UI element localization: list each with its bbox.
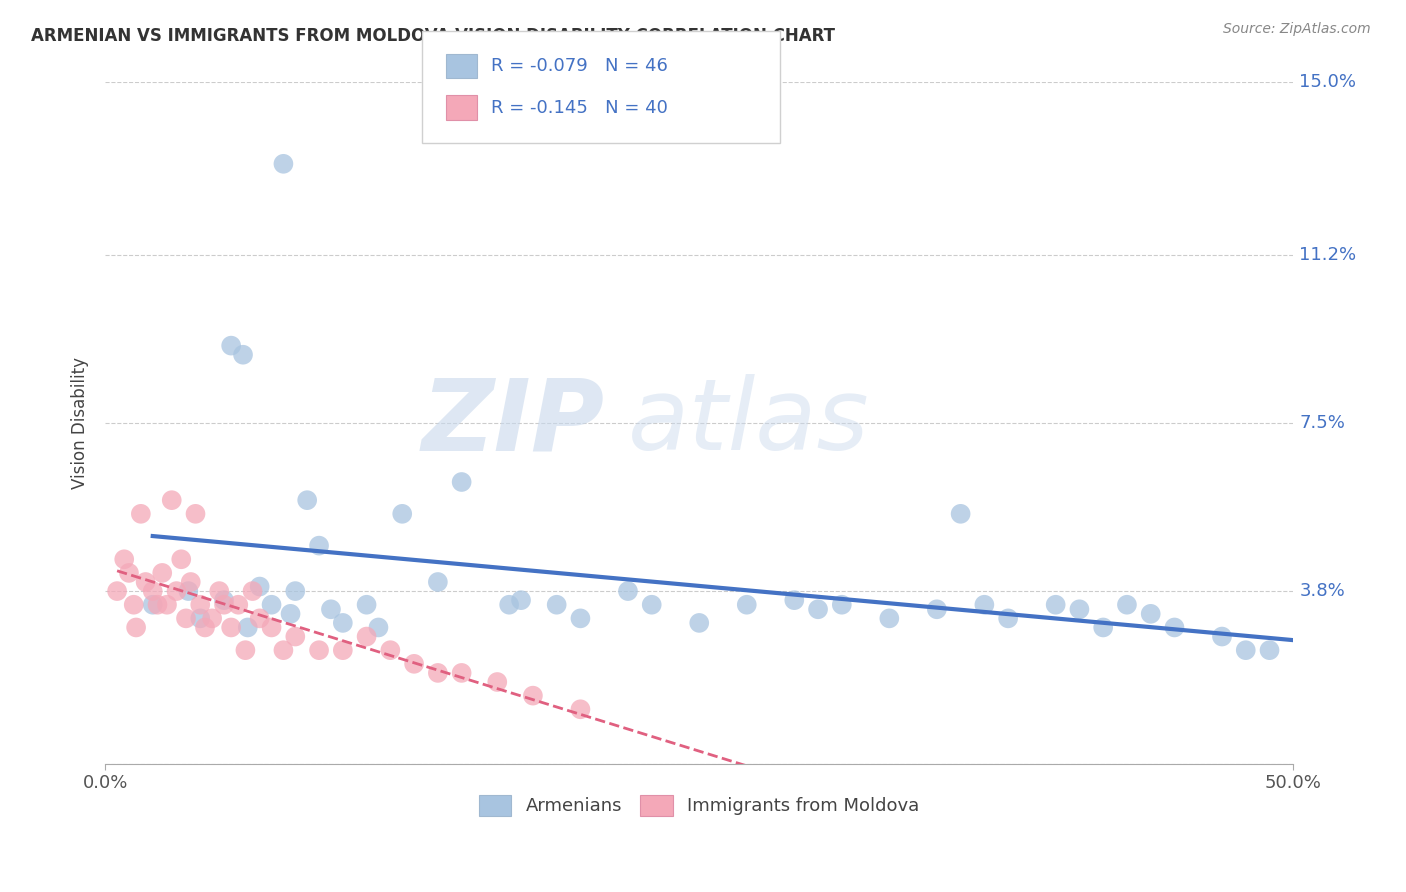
Point	[332, 643, 354, 657]
Point	[232, 348, 254, 362]
Point	[249, 611, 271, 625]
Point	[150, 566, 173, 580]
Point	[1116, 598, 1139, 612]
Text: 7.5%: 7.5%	[1299, 414, 1346, 432]
Point	[235, 643, 257, 657]
Point	[201, 611, 224, 625]
Y-axis label: Vision Disability: Vision Disability	[72, 357, 89, 489]
Point	[1211, 630, 1233, 644]
Point	[135, 574, 157, 589]
Point	[486, 675, 509, 690]
Point	[142, 598, 165, 612]
Point	[879, 611, 901, 625]
Point	[925, 602, 948, 616]
Point	[249, 580, 271, 594]
Point	[617, 584, 640, 599]
Text: atlas: atlas	[628, 375, 869, 471]
Point	[1258, 643, 1281, 657]
Point	[783, 593, 806, 607]
Point	[166, 584, 188, 599]
Text: R = -0.145   N = 40: R = -0.145 N = 40	[491, 99, 668, 117]
Point	[273, 157, 295, 171]
Point	[831, 598, 853, 612]
Point	[284, 584, 307, 599]
Point	[1163, 620, 1185, 634]
Point	[170, 552, 193, 566]
Point	[641, 598, 664, 612]
Text: 15.0%: 15.0%	[1299, 73, 1357, 91]
Point	[194, 620, 217, 634]
Legend: Armenians, Immigrants from Moldova: Armenians, Immigrants from Moldova	[471, 788, 927, 823]
Point	[295, 493, 318, 508]
Point	[319, 602, 342, 616]
Point	[356, 630, 378, 644]
Point	[569, 611, 592, 625]
Point	[1069, 602, 1091, 616]
Point	[332, 615, 354, 630]
Point	[391, 507, 413, 521]
Point	[498, 598, 520, 612]
Point	[367, 620, 389, 634]
Text: ARMENIAN VS IMMIGRANTS FROM MOLDOVA VISION DISABILITY CORRELATION CHART: ARMENIAN VS IMMIGRANTS FROM MOLDOVA VISI…	[31, 27, 835, 45]
Point	[146, 598, 169, 612]
Point	[546, 598, 568, 612]
Point	[280, 607, 302, 621]
Point	[236, 620, 259, 634]
Point	[569, 702, 592, 716]
Point	[426, 574, 449, 589]
Point	[242, 584, 264, 599]
Point	[308, 539, 330, 553]
Point	[129, 507, 152, 521]
Point	[208, 584, 231, 599]
Point	[260, 598, 283, 612]
Text: Source: ZipAtlas.com: Source: ZipAtlas.com	[1223, 22, 1371, 37]
Point	[122, 598, 145, 612]
Point	[807, 602, 830, 616]
Point	[308, 643, 330, 657]
Point	[105, 584, 128, 599]
Point	[142, 584, 165, 599]
Point	[1234, 643, 1257, 657]
Point	[510, 593, 533, 607]
Point	[118, 566, 141, 580]
Text: 11.2%: 11.2%	[1299, 245, 1357, 264]
Point	[1092, 620, 1115, 634]
Point	[735, 598, 758, 612]
Point	[273, 643, 295, 657]
Point	[688, 615, 710, 630]
Point	[212, 598, 235, 612]
Point	[450, 475, 472, 489]
Point	[219, 620, 242, 634]
Point	[180, 574, 202, 589]
Text: 3.8%: 3.8%	[1299, 582, 1346, 600]
Point	[226, 598, 249, 612]
Point	[997, 611, 1019, 625]
Point	[404, 657, 426, 671]
Point	[160, 493, 183, 508]
Point	[188, 598, 211, 612]
Point	[219, 338, 242, 352]
Point	[522, 689, 544, 703]
Point	[426, 665, 449, 680]
Point	[177, 584, 200, 599]
Point	[973, 598, 995, 612]
Point	[284, 630, 307, 644]
Text: R = -0.079   N = 46: R = -0.079 N = 46	[491, 57, 668, 75]
Point	[949, 507, 972, 521]
Point	[1139, 607, 1161, 621]
Point	[212, 593, 235, 607]
Point	[1045, 598, 1067, 612]
Point	[260, 620, 283, 634]
Point	[380, 643, 402, 657]
Text: ZIP: ZIP	[422, 375, 605, 471]
Point	[450, 665, 472, 680]
Point	[125, 620, 148, 634]
Point	[184, 507, 207, 521]
Point	[188, 611, 211, 625]
Point	[174, 611, 197, 625]
Point	[112, 552, 135, 566]
Point	[156, 598, 179, 612]
Point	[356, 598, 378, 612]
